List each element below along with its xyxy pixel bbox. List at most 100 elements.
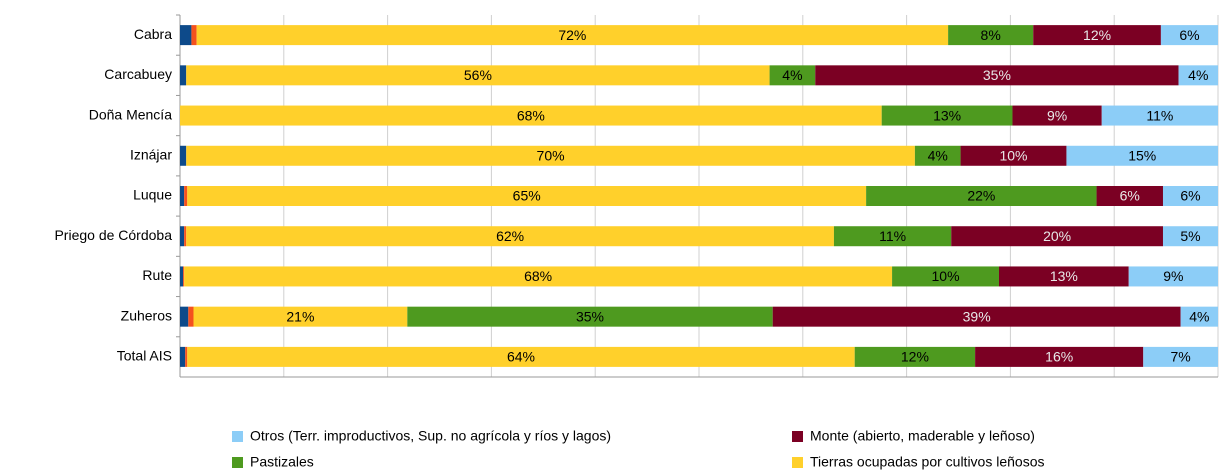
data-label: 39% (963, 308, 991, 324)
data-label: 7% (1171, 349, 1191, 365)
bar-segment (1143, 346, 1218, 367)
y-tick-label: Rute (142, 267, 172, 283)
bar-segment (892, 266, 999, 287)
data-label: 11% (879, 228, 906, 244)
bar-segment (187, 186, 867, 206)
bar-segment (854, 346, 976, 367)
bar-segment (180, 145, 187, 166)
bar-segment (975, 346, 1144, 367)
data-label: 21% (286, 308, 314, 324)
bar-segment (186, 226, 834, 247)
y-tick-label: Iznájar (130, 146, 172, 162)
data-label: 20% (1043, 228, 1071, 244)
bar-segment (1160, 25, 1218, 46)
data-label: 15% (1128, 147, 1156, 163)
data-label: 68% (524, 268, 552, 284)
bar-segment (180, 266, 184, 287)
bar-segment (1178, 65, 1218, 86)
y-tick-label: Cabra (134, 26, 172, 42)
bar-segment (180, 105, 882, 126)
y-tick-label: Total AIS (117, 348, 172, 364)
data-label: 13% (933, 107, 961, 123)
bar-segment (769, 65, 816, 86)
bar-segment (186, 145, 915, 166)
bar-segment (948, 25, 1034, 46)
bar-segment (193, 306, 408, 327)
bar-segment (191, 25, 197, 46)
bar-segment (914, 145, 961, 166)
bar-segment (184, 266, 893, 287)
data-label: 4% (1188, 67, 1208, 83)
legend-swatch (232, 431, 243, 442)
legend-swatch (792, 431, 803, 442)
data-label: 6% (1120, 188, 1140, 204)
bar-segment (998, 266, 1129, 287)
bar-segment (186, 65, 770, 86)
data-label: 4% (928, 147, 948, 163)
data-label: 4% (782, 67, 802, 83)
bar-segment (866, 186, 1097, 206)
bar-segment (188, 306, 194, 327)
bar-segment (185, 346, 188, 367)
data-label: 13% (1050, 268, 1078, 284)
data-label: 11% (1146, 107, 1173, 123)
data-label: 4% (1189, 308, 1209, 324)
bar-segment (180, 25, 192, 46)
bar-segment (772, 306, 1181, 327)
data-label: 8% (981, 27, 1001, 43)
legend-swatch (792, 457, 803, 468)
y-tick-label: Carcabuey (104, 66, 172, 82)
data-label: 68% (517, 107, 545, 123)
data-label: 10% (932, 268, 960, 284)
y-tick-label: Doña Mencía (89, 106, 172, 122)
legend-swatch (232, 457, 243, 468)
y-tick-label: Luque (133, 187, 172, 203)
bar-segment (180, 346, 186, 367)
data-label: 64% (507, 349, 535, 365)
data-label: 35% (576, 308, 604, 324)
data-label: 6% (1179, 27, 1199, 43)
bar-segment (407, 306, 773, 327)
legend-label: Monte (abierto, maderable y leñoso) (810, 428, 1035, 444)
bar-segment (1033, 25, 1161, 46)
bar-segment (1180, 306, 1218, 327)
bar-segment (180, 226, 185, 247)
bar-segment (1162, 226, 1218, 247)
bar-segment (1012, 105, 1102, 126)
bar-segment (184, 226, 187, 247)
y-tick-label: Priego de Córdoba (54, 227, 172, 243)
data-label: 70% (537, 147, 565, 163)
y-tick-label: Zuheros (121, 307, 172, 323)
data-label: 65% (513, 188, 541, 204)
data-label: 5% (1180, 228, 1200, 244)
legend-label: Pastizales (250, 454, 314, 470)
bar-segment (1101, 105, 1218, 126)
bar-segment (180, 306, 189, 327)
bar-segment (183, 266, 185, 287)
data-label: 9% (1047, 107, 1067, 123)
data-label: 12% (901, 349, 929, 365)
bar-segment (184, 186, 188, 206)
data-label: 9% (1163, 268, 1183, 284)
data-label: 62% (496, 228, 524, 244)
data-label: 10% (999, 147, 1027, 163)
bar-segment (815, 65, 1179, 86)
data-label: 16% (1045, 349, 1073, 365)
legend-label: Tierras ocupadas por cultivos leñosos (810, 454, 1045, 470)
bar-segment (960, 145, 1067, 166)
legend-label: Otros (Terr. improductivos, Sup. no agrí… (250, 428, 611, 444)
data-label: 72% (558, 27, 586, 43)
bar-segment (1162, 186, 1218, 206)
data-label: 22% (967, 188, 995, 204)
data-label: 12% (1083, 27, 1111, 43)
bar-segment (1128, 266, 1218, 287)
bar-segment (180, 65, 187, 86)
bar-segment (180, 186, 185, 206)
bar-segment (1096, 186, 1163, 206)
data-label: 6% (1180, 188, 1200, 204)
bar-segment (187, 346, 855, 367)
data-label: 56% (464, 67, 492, 83)
bar-segment (1066, 145, 1218, 166)
bar-segment (881, 105, 1013, 126)
